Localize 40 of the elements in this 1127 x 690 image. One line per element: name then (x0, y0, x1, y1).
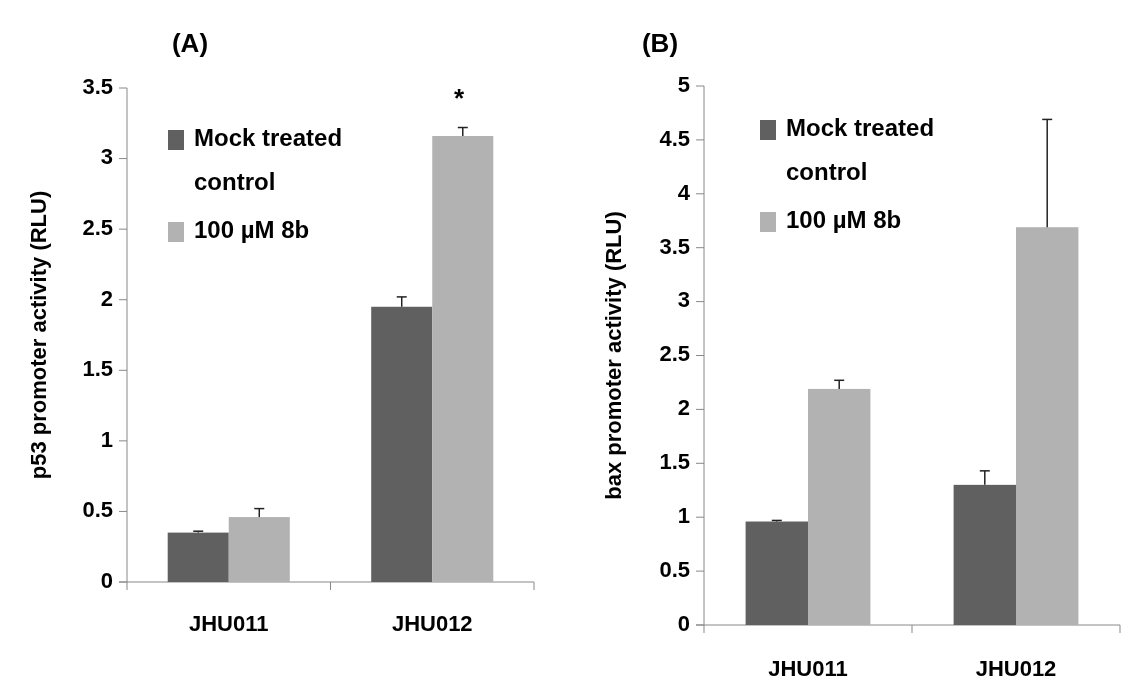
legend-label: 100 µM 8b (786, 206, 902, 234)
y-tick-label: 0.5 (659, 556, 690, 582)
legend-label: 100 µM 8b (194, 216, 310, 244)
legend-label: Mock treated control (786, 114, 935, 186)
y-tick-label: 2 (100, 285, 113, 311)
y-tick-label: 5 (677, 71, 690, 97)
chart-title: (A) (171, 28, 209, 58)
y-tick-label: 1.5 (82, 356, 113, 382)
y-tick-label: 3 (677, 287, 690, 313)
y-tick-label: 3 (100, 144, 113, 170)
bar (745, 521, 808, 625)
y-tick-label: 0 (100, 567, 113, 593)
y-axis-title: p53 promoter activity (RLU) (25, 190, 51, 480)
y-tick-label: 1 (100, 426, 113, 452)
y-tick-label: 1 (677, 503, 690, 529)
x-tick-label: JHU011 (768, 655, 848, 681)
chart-title: (B) (641, 28, 679, 58)
bar (808, 388, 871, 625)
bar (167, 532, 229, 582)
bar (1016, 227, 1079, 625)
y-tick-label: 2.5 (659, 341, 690, 367)
x-tick-label: JHU012 (391, 610, 473, 636)
y-tick-label: 3.5 (82, 73, 113, 99)
x-tick-label: JHU011 (188, 610, 269, 636)
bar (953, 484, 1016, 625)
annotation: * (453, 82, 465, 113)
y-tick-label: 2 (677, 395, 690, 421)
y-tick-label: 0 (677, 610, 690, 636)
y-axis-title: bax promoter activity (RLU) (600, 211, 626, 500)
x-tick-label: JHU012 (975, 655, 1057, 681)
y-tick-label: 1.5 (659, 449, 690, 475)
bar (371, 306, 433, 582)
y-tick-label: 0.5 (82, 497, 113, 523)
y-tick-label: 4 (677, 179, 691, 205)
y-tick-label: 4.5 (659, 125, 690, 151)
bar (228, 517, 290, 582)
y-tick-label: 3.5 (659, 233, 690, 259)
bar (432, 135, 494, 582)
y-tick-label: 2.5 (82, 214, 113, 240)
legend-label: Mock treated control (194, 124, 343, 196)
